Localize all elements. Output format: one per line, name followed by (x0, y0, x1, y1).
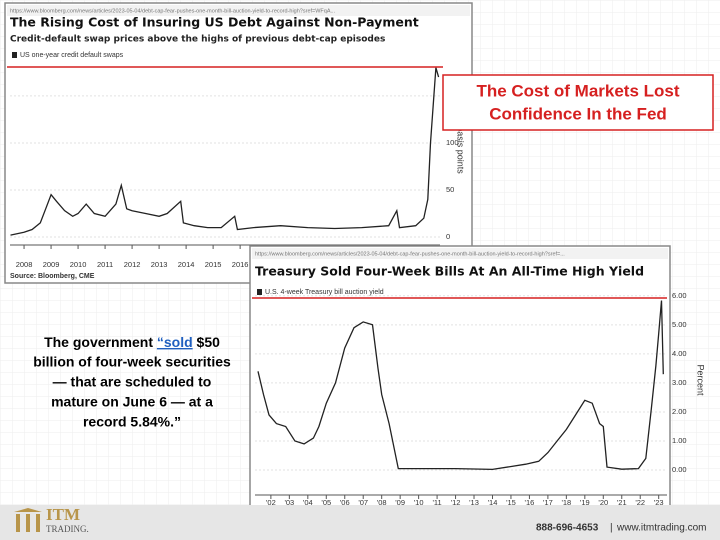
quote-text: The government (44, 334, 157, 350)
x-tick-label: 2009 (43, 260, 60, 269)
callout: The Cost of Markets Lost (476, 81, 679, 100)
url[interactable]: www.itmtrading.com (616, 523, 706, 534)
series-line (10, 67, 440, 236)
footer-bar (0, 505, 720, 540)
legend-label: US one-year credit default swaps (20, 52, 124, 59)
quote-link[interactable]: “sold (157, 334, 193, 350)
logo-icon (14, 508, 42, 532)
x-tick-label: '11 (432, 498, 441, 507)
x-tick-label: '23 (654, 498, 664, 507)
quote-line: The government “sold $50 (44, 334, 220, 350)
x-tick-label: '20 (598, 498, 608, 507)
y-axis-label: Percent (696, 364, 706, 396)
x-tick-label: '04 (303, 498, 313, 507)
chart-subtitle: Credit-default swap prices above the hig… (10, 35, 385, 45)
y-axis-label: basis points (456, 126, 466, 174)
x-tick-label: '05 (321, 498, 331, 507)
quote-line: — that are scheduled to (53, 374, 212, 390)
chart-2: https://www.bloomberg.com/news/articles/… (249, 245, 706, 523)
x-tick-label: '09 (395, 498, 405, 507)
logo: ITM (46, 505, 80, 524)
x-tick-label: '10 (414, 498, 424, 507)
y-tick-label: 3.00 (672, 378, 687, 387)
legend-swatch (12, 52, 17, 58)
x-tick-label: '06 (340, 498, 350, 507)
y-tick-label: 0.00 (672, 465, 687, 474)
callout: Confidence In the Fed (489, 104, 667, 123)
x-tick-label: '13 (469, 498, 479, 507)
y-tick-label: 4.00 (672, 349, 687, 358)
chart-title: The Rising Cost of Insuring US Debt Agai… (10, 15, 419, 30)
quote-line: billion of four-week securities (33, 354, 231, 370)
chart-1: https://www.bloomberg.com/news/articles/… (4, 2, 473, 284)
y-tick-label: 1.00 (672, 436, 687, 445)
x-tick-label: '17 (543, 498, 553, 507)
x-tick-label: '07 (358, 498, 368, 507)
url: https://www.bloomberg.com/news/articles/… (10, 8, 336, 14)
x-tick-label: 2014 (178, 260, 195, 269)
x-tick-label: '22 (635, 498, 645, 507)
x-tick-label: 2013 (151, 260, 168, 269)
y-tick-label: 50 (446, 185, 454, 194)
x-tick-label: '19 (580, 498, 590, 507)
quote-line: record 5.84%.” (83, 414, 181, 430)
source: Source: Bloomberg, CME (10, 273, 95, 280)
x-tick-label: '15 (506, 498, 516, 507)
y-tick-label: 100 (446, 138, 459, 147)
y-tick-label: 6.00 (672, 291, 687, 300)
x-tick-label: 2011 (97, 260, 113, 269)
x-tick-label: '18 (561, 498, 571, 507)
x-tick-label: 2012 (124, 260, 141, 269)
x-tick-label: 2010 (70, 260, 87, 269)
callout-box (442, 74, 714, 131)
x-tick-label: 2015 (205, 260, 222, 269)
url-bar (7, 5, 470, 16)
x-tick-label: 2008 (16, 260, 33, 269)
url: https://www.bloomberg.com/news/articles/… (255, 251, 565, 257)
y-tick-label: 5.00 (672, 320, 687, 329)
url-bar (252, 248, 668, 259)
legend-label: U.S. 4-week Treasury bill auction yield (265, 289, 384, 296)
y-tick-label: 0 (446, 232, 450, 241)
quote-text: $50 (193, 334, 220, 350)
quote-line: mature on June 6 — at a (51, 394, 213, 410)
x-tick-label: '12 (451, 498, 461, 507)
legend-swatch (257, 289, 262, 295)
chart-title: Treasury Sold Four-Week Bills At An All-… (255, 264, 644, 279)
x-tick-label: '02 (266, 498, 276, 507)
x-tick-label: '14 (488, 498, 498, 507)
logo-sub: TRADING. (46, 524, 89, 534)
chart-frame (249, 245, 671, 523)
phone: 888-696-4653 (536, 523, 599, 534)
series-line (257, 300, 664, 471)
x-tick-label: '16 (525, 498, 535, 507)
x-tick-label: '03 (284, 498, 294, 507)
x-tick-label: '21 (617, 498, 627, 507)
y-tick-label: 2.00 (672, 407, 687, 416)
x-tick-label: '08 (377, 498, 387, 507)
x-tick-label: 2016 (232, 260, 249, 269)
separator: | (610, 523, 613, 534)
